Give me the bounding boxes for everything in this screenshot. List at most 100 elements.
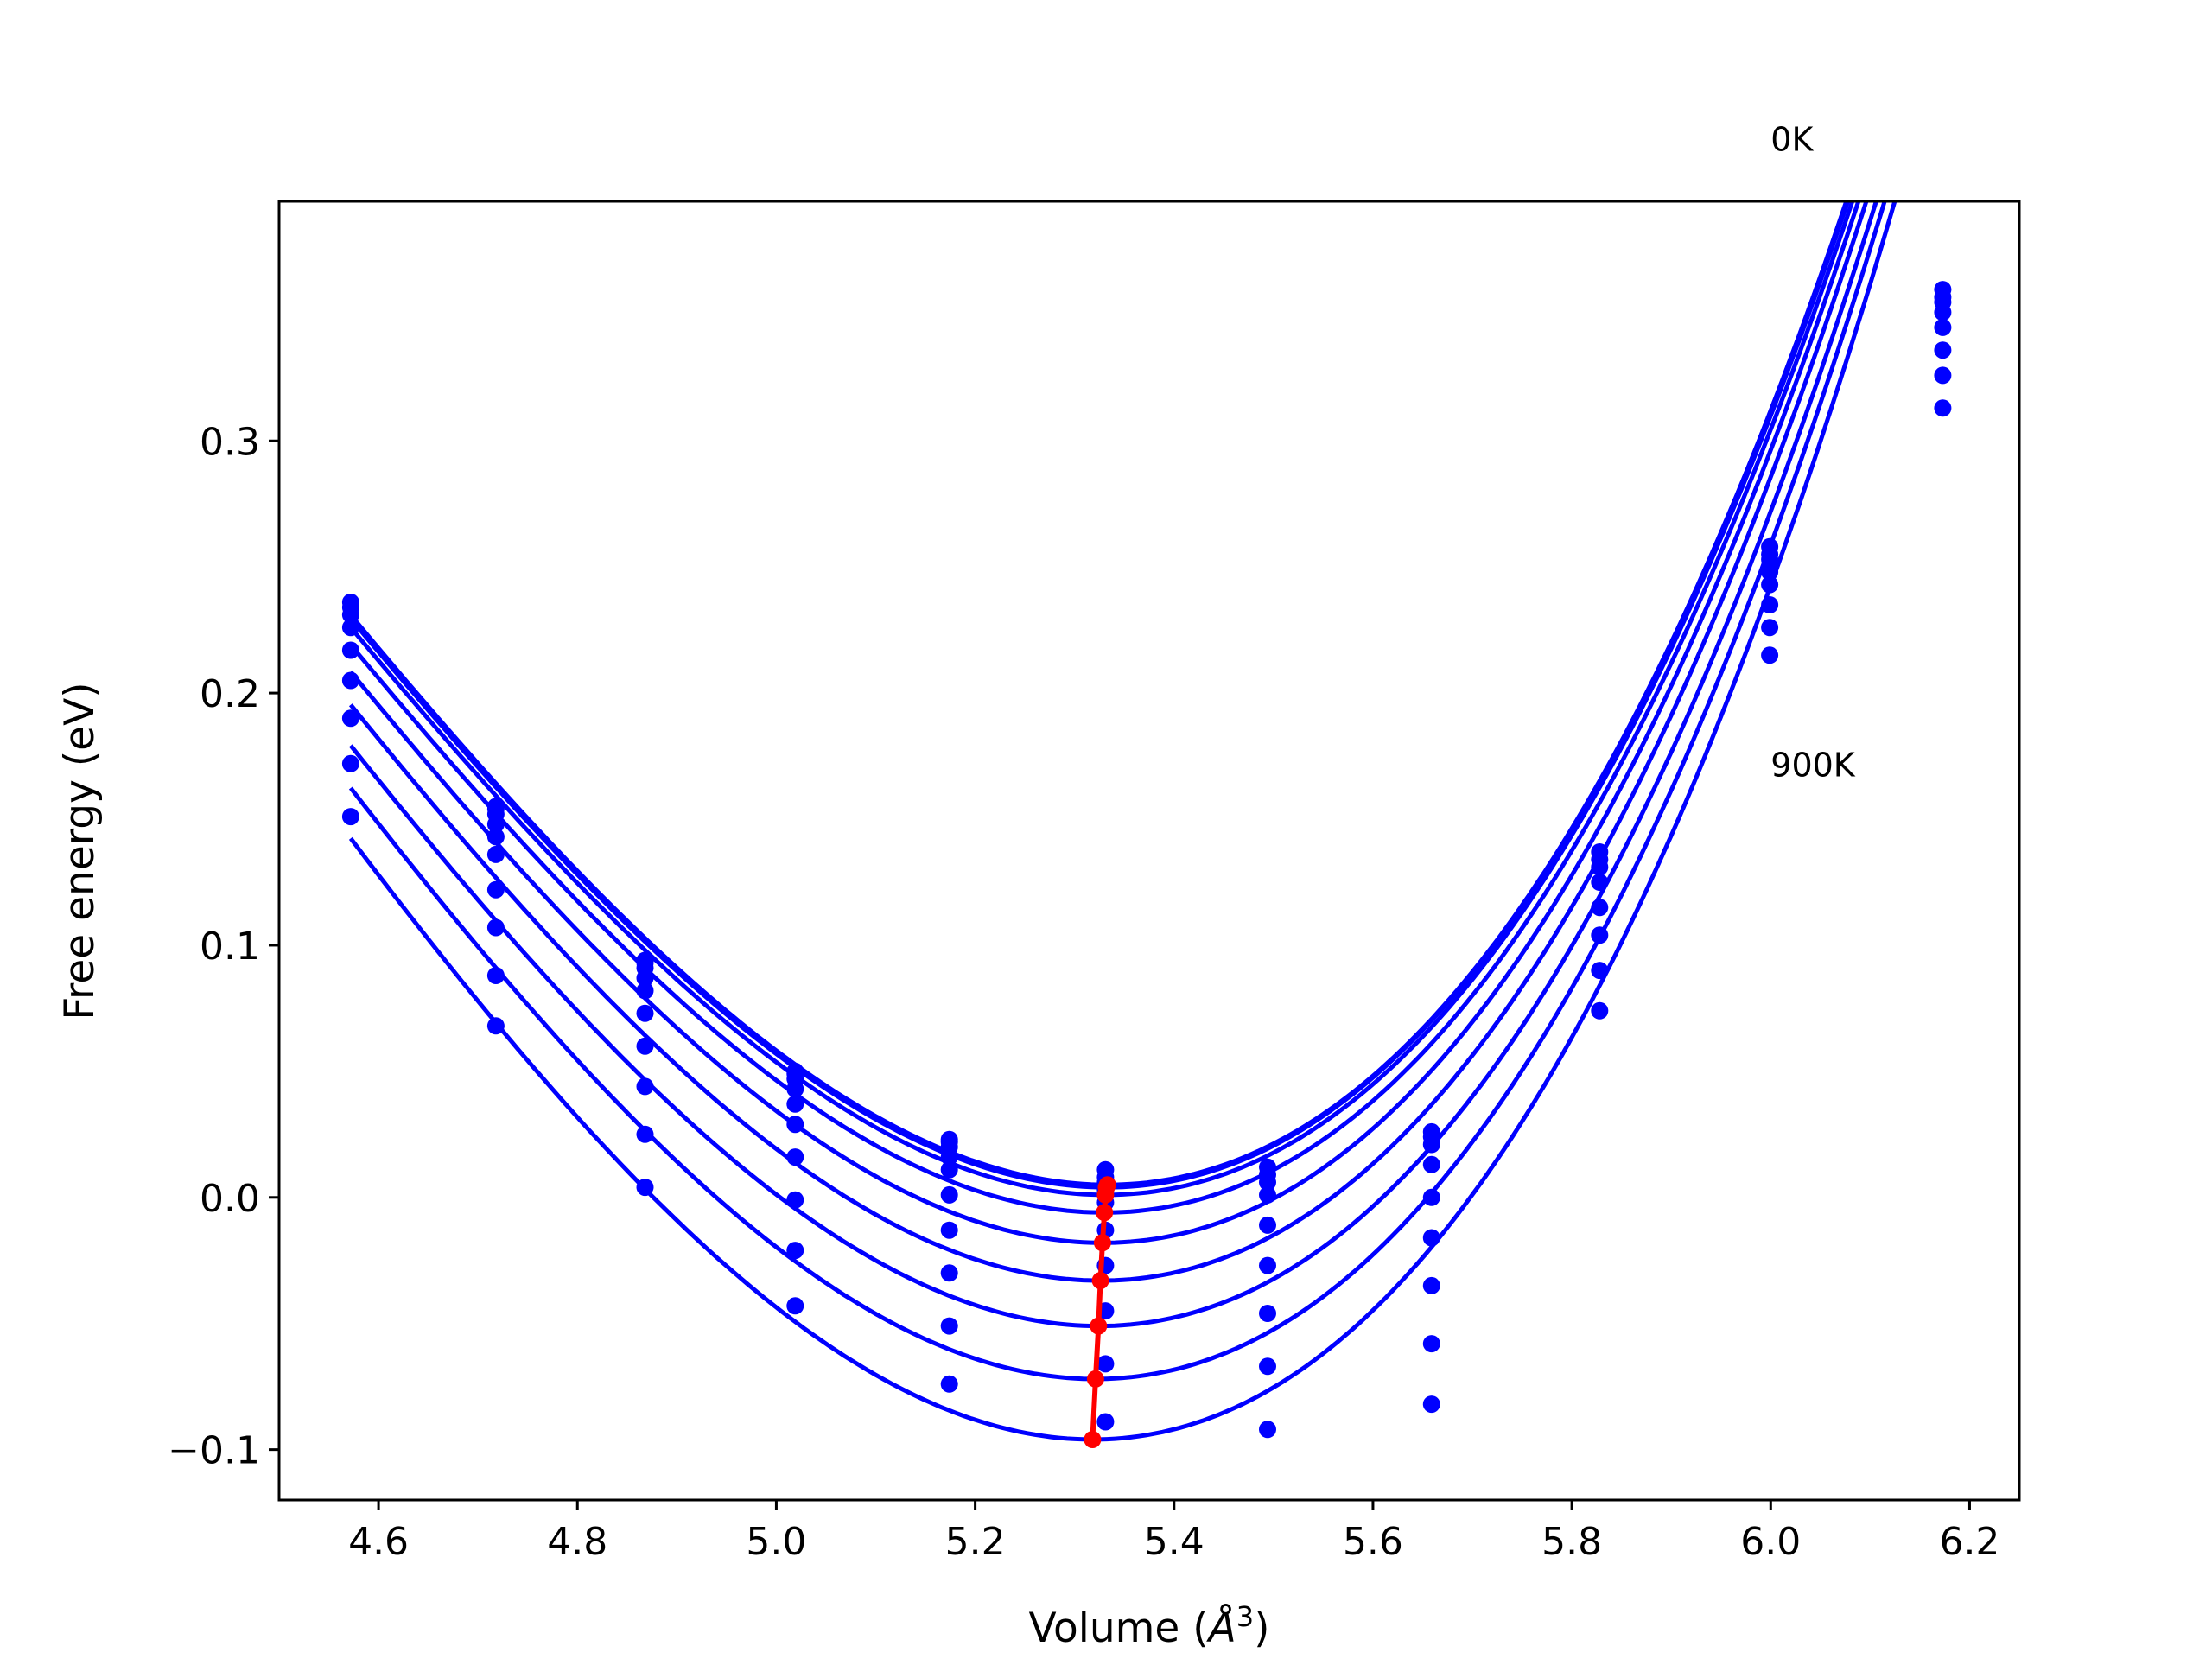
minimum-point [1091, 1272, 1109, 1290]
data-point [1761, 563, 1779, 581]
data-point [1934, 399, 1952, 417]
minimum-point [1086, 1370, 1104, 1388]
x-tick-label: 5.8 [1541, 1520, 1602, 1564]
data-point [1259, 1256, 1276, 1274]
data-point [1761, 646, 1779, 664]
data-point [1761, 550, 1779, 569]
data-point [1422, 1276, 1440, 1294]
data-point [1259, 1216, 1276, 1234]
data-point [1591, 926, 1609, 944]
data-point [786, 1242, 804, 1260]
x-tick-label: 5.4 [1144, 1520, 1205, 1564]
data-point [1591, 899, 1609, 917]
data-point [1422, 1135, 1440, 1154]
data-point [486, 918, 505, 937]
minimum-point [1090, 1317, 1108, 1335]
minimum-point [1084, 1431, 1102, 1448]
data-point [341, 619, 359, 637]
fit-curves [348, 201, 1897, 1442]
y-tick-label: 0.2 [200, 672, 260, 716]
data-point [1761, 596, 1779, 613]
data-point [940, 1160, 958, 1179]
data-point [636, 982, 654, 1000]
data-point [786, 1191, 804, 1209]
data-point [940, 1317, 958, 1335]
temperature-annotation: 0K [1770, 121, 1814, 159]
data-point [341, 671, 359, 690]
data-point [1761, 575, 1779, 594]
data-point [486, 845, 505, 863]
data-point [636, 1077, 654, 1096]
data-point [940, 1375, 958, 1393]
plot-frame [277, 200, 2021, 1502]
fit-curve-5 [348, 201, 1869, 1283]
y-axis-label: Free energy (eV) [56, 682, 104, 1020]
data-point [786, 1148, 804, 1166]
data-point [341, 709, 359, 728]
minimum-point [1096, 1185, 1115, 1204]
data-point [1259, 1185, 1276, 1204]
data-point [1422, 1395, 1440, 1414]
data-point [940, 1221, 958, 1239]
data-point [486, 828, 505, 846]
data-point [1259, 1421, 1276, 1439]
data-point [341, 606, 359, 624]
x-tick-label: 4.6 [348, 1520, 409, 1564]
data-point [1591, 1001, 1609, 1020]
data-point [1591, 858, 1609, 876]
x-tick-label: 5.0 [746, 1520, 806, 1564]
data-point [940, 1148, 958, 1166]
data-point [1934, 318, 1952, 336]
fit-curve-6 [348, 201, 1878, 1329]
fit-curve-7 [348, 201, 1887, 1382]
data-point [341, 808, 359, 826]
x-axis-label: Volume (Å3) [1029, 1600, 1270, 1652]
data-point [341, 641, 359, 659]
temperature-annotation: 900K [1770, 746, 1856, 784]
y-tick-label: 0.3 [200, 420, 260, 464]
data-point [486, 815, 505, 833]
data-point [341, 754, 359, 772]
data-point [786, 1095, 804, 1113]
data-point [1096, 1355, 1115, 1373]
fit-curve-4 [348, 201, 1861, 1245]
x-tick-label: 6.0 [1740, 1520, 1801, 1564]
data-point [1096, 1413, 1115, 1431]
data-point [1422, 1335, 1440, 1353]
y-axis-ticks: −0.1 0.0 0.1 0.2 0.3 [168, 420, 279, 1473]
data-point [1259, 1305, 1276, 1322]
data-point [636, 1125, 654, 1143]
minimum-point [1096, 1204, 1114, 1222]
data-point [940, 1264, 958, 1282]
data-point [940, 1185, 958, 1204]
x-tick-label: 4.8 [547, 1520, 607, 1564]
data-point [786, 1297, 804, 1315]
x-tick-label: 5.6 [1343, 1520, 1403, 1564]
fit-curve-8 [348, 201, 1897, 1442]
fit-curve-2 [348, 201, 1851, 1198]
data-point [636, 1004, 654, 1022]
fit-curve-3 [348, 201, 1855, 1215]
x-tick-label: 6.2 [1939, 1520, 1999, 1564]
data-point [1259, 1173, 1276, 1192]
x-tick-label: 5.2 [945, 1520, 1006, 1564]
data-point [1422, 1188, 1440, 1206]
y-tick-label: 0.1 [200, 925, 260, 969]
data-point [1422, 1155, 1440, 1173]
data-point [1591, 874, 1609, 891]
data-point [486, 967, 505, 984]
x-axis-ticks: 4.6 4.8 5.0 5.2 5.4 5.6 5.8 6.0 6.2 [348, 1500, 1999, 1564]
data-point [1761, 619, 1779, 637]
data-point [786, 1080, 804, 1098]
data-point [786, 1116, 804, 1134]
data-point [1259, 1357, 1276, 1376]
fit-curve-1 [348, 201, 1849, 1190]
y-tick-label: −0.1 [168, 1429, 260, 1473]
data-point [636, 1037, 654, 1055]
data-point [636, 1179, 654, 1197]
data-point [1422, 1229, 1440, 1247]
data-point [636, 969, 654, 987]
data-point [486, 1017, 505, 1035]
data-points [341, 281, 1952, 1439]
